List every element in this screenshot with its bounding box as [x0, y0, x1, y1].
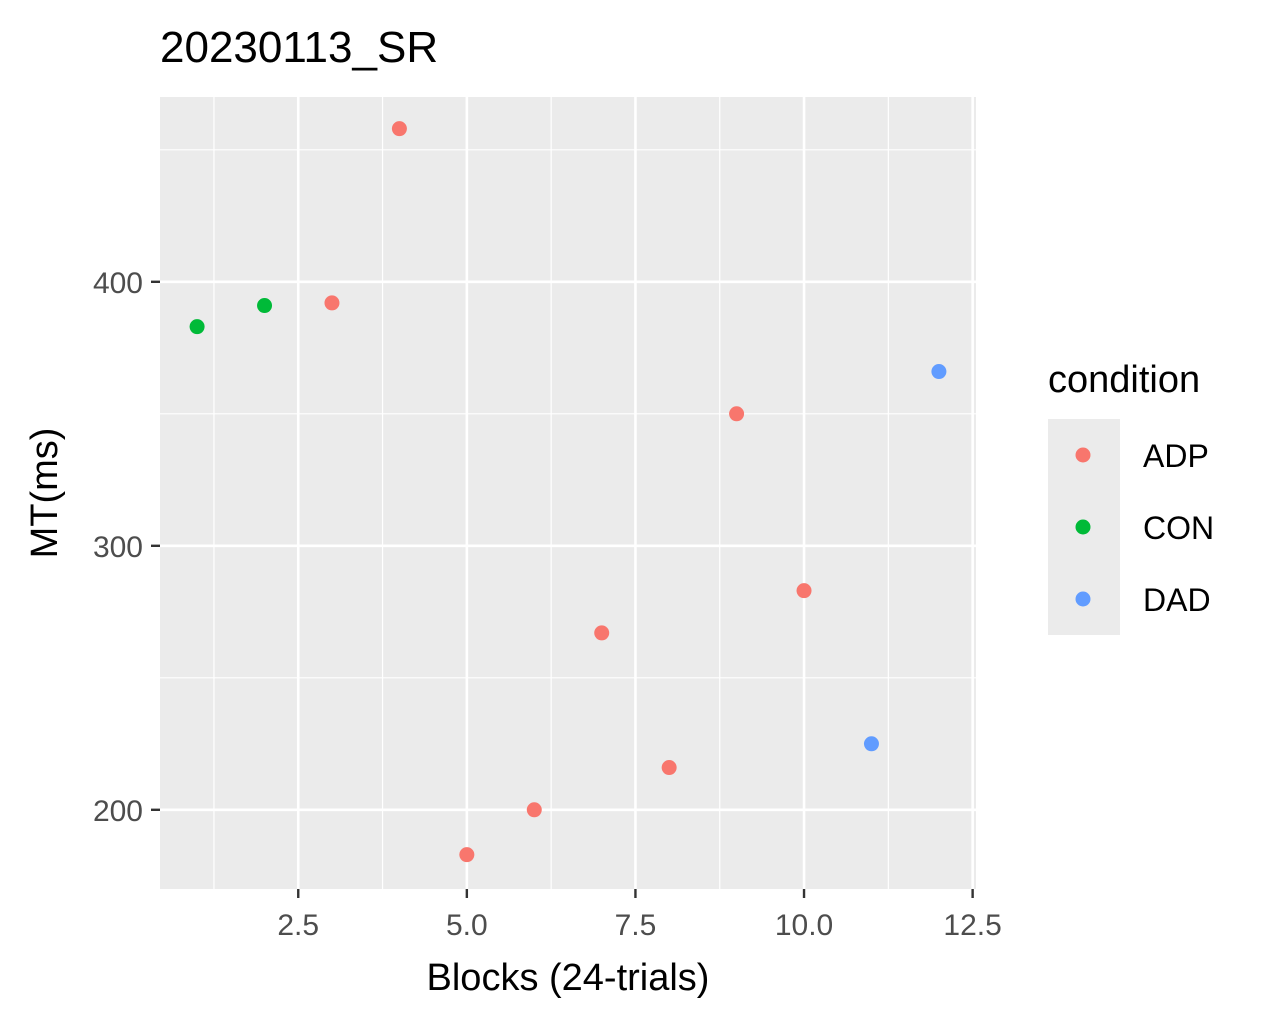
y-tick-label: 400: [93, 267, 143, 300]
x-axis-title: Blocks (24-trials): [427, 957, 710, 999]
data-point-con: [189, 319, 205, 335]
minor-gridlines: [160, 97, 976, 889]
x-tick-label: 12.5: [943, 909, 1001, 942]
x-tick-label: 2.5: [277, 909, 319, 942]
data-point-dad: [863, 736, 879, 752]
legend-label-con: CON: [1143, 510, 1214, 546]
data-point-adp: [594, 625, 610, 641]
x-axis-ticks: 2.5 5.0 7.5 10.0 12.5: [277, 889, 1002, 942]
x-tick-label: 10.0: [775, 909, 833, 942]
data-point-con: [257, 298, 273, 314]
legend: condition ADP CON DAD: [1048, 359, 1214, 635]
legend-entries: ADP CON DAD: [1075, 438, 1214, 618]
chart-title: 20230113_SR: [160, 23, 438, 72]
x-tick-label: 5.0: [446, 909, 488, 942]
data-points: [189, 121, 947, 863]
y-tick-label: 300: [93, 531, 143, 564]
legend-label-dad: DAD: [1143, 582, 1211, 618]
y-axis-ticks: 200 300 400: [93, 267, 160, 828]
legend-title: condition: [1048, 359, 1200, 401]
data-point-adp: [526, 802, 542, 818]
x-tick-label: 7.5: [615, 909, 657, 942]
legend-key-con: [1075, 519, 1091, 535]
data-point-adp: [459, 847, 475, 863]
data-point-dad: [931, 364, 947, 380]
plot-panel: [160, 97, 976, 889]
legend-key-dad: [1075, 591, 1091, 607]
data-point-adp: [729, 406, 745, 422]
data-point-adp: [391, 121, 407, 137]
y-axis-title: MT(ms): [24, 428, 66, 559]
data-point-adp: [796, 583, 812, 599]
data-point-adp: [324, 295, 340, 311]
y-tick-label: 200: [93, 795, 143, 828]
legend-key-adp: [1075, 447, 1091, 463]
legend-label-adp: ADP: [1143, 438, 1209, 474]
major-gridlines: [160, 97, 976, 889]
data-point-adp: [661, 760, 677, 776]
